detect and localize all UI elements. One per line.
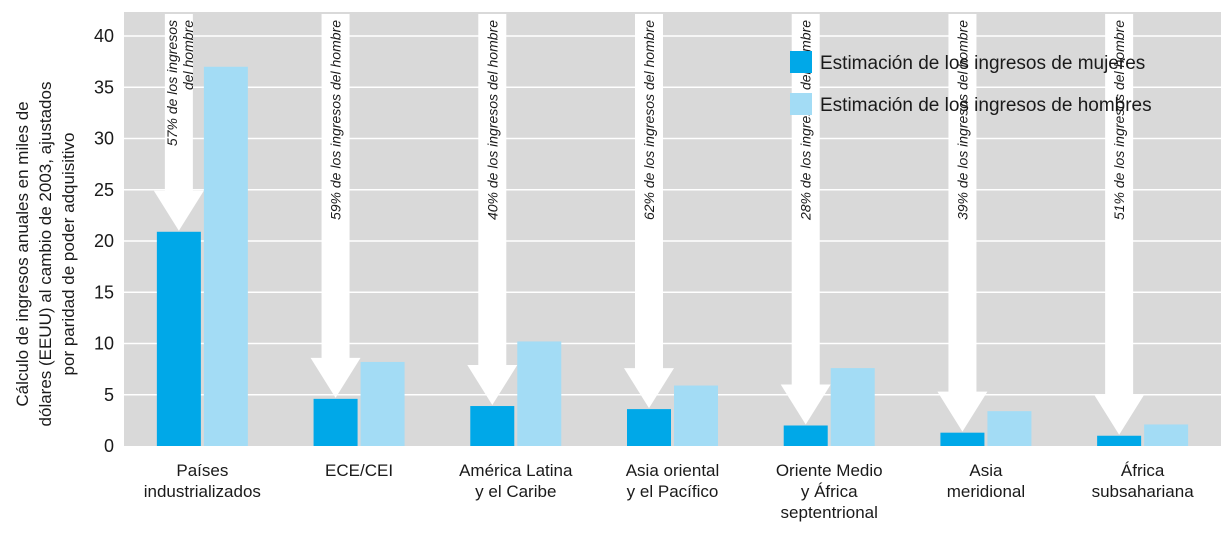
bar-women (313, 398, 358, 446)
bars (156, 66, 1189, 446)
category-label: África (1121, 461, 1165, 480)
annotation-arrow (1094, 14, 1145, 435)
y-axis-label-line: Cálculo de ingresos anuales en miles de (13, 101, 32, 406)
category-label: subsahariana (1092, 482, 1195, 501)
annotation-arrow (937, 14, 988, 432)
annotation-text: del hombre (180, 20, 196, 90)
category-label: y el Caribe (475, 482, 556, 501)
annotation-arrow (153, 14, 204, 231)
legend-label: Estimación de los ingresos de mujeres (820, 53, 1145, 74)
bar-women (627, 409, 671, 446)
category-label: septentrional (781, 503, 878, 522)
y-tick-label: 0 (104, 436, 114, 456)
annotation-arrow (624, 14, 674, 409)
gridlines (124, 35, 1221, 396)
bar-men (360, 361, 405, 446)
bar-men (674, 385, 718, 446)
category-label: América Latina (459, 461, 573, 480)
y-tick-label: 20 (94, 231, 114, 251)
y-tick-label: 30 (94, 129, 114, 149)
bar-men (987, 411, 1032, 446)
plot-area (124, 12, 1221, 446)
y-axis-label: Cálculo de ingresos anuales en miles de d… (13, 82, 78, 427)
legend-swatch (790, 51, 812, 73)
legend: Estimación de los ingresos de mujeres Est… (790, 51, 1152, 116)
bar-women (470, 406, 515, 446)
bar-women (1097, 435, 1142, 446)
category-label: y el Pacífico (627, 482, 719, 501)
bar-men (517, 341, 562, 446)
category-label: y África (801, 482, 858, 501)
annotation-text: 57% de los ingresos (164, 20, 180, 146)
annotation-text: 39% de los ingresos del hombre (954, 20, 970, 220)
y-axis-label-line: dólares (EEUU) al cambio de 2003, ajusta… (36, 82, 55, 427)
category-label: Asia (969, 461, 1003, 480)
y-tick-label: 10 (94, 334, 114, 354)
y-axis-label-line: por paridad de poder adquisitivo (59, 133, 78, 376)
bar-women (156, 231, 201, 446)
category-label: Asia oriental (626, 461, 720, 480)
annotation-text: 51% de los ingresos del hombre (1111, 20, 1127, 220)
y-tick-label: 5 (104, 385, 114, 405)
annotation-arrow (310, 14, 361, 398)
bar-men (830, 368, 875, 446)
legend-label: Estimación de los ingresos de hombres (820, 95, 1152, 116)
annotation-text: 28% de los ingresos del hombre (798, 20, 814, 221)
annotation-arrow (780, 14, 831, 425)
bar-women (783, 425, 828, 446)
category-label: Países (176, 461, 228, 480)
y-tick-label: 40 (94, 26, 114, 46)
y-tick-label: 15 (94, 282, 114, 302)
annotation-arrow (467, 14, 518, 406)
category-label: Oriente Medio (776, 461, 883, 480)
bar-men (203, 66, 248, 446)
annotation-arrows (153, 14, 1145, 435)
annotation-text: 62% de los ingresos del hombre (641, 20, 657, 220)
legend-swatch (790, 93, 812, 115)
category-label: industrializados (144, 482, 261, 501)
annotation-text: 40% de los ingresos del hombre (484, 20, 500, 220)
x-axis-categories: Países industrializados ECE/CEI América Lat… (144, 461, 1194, 522)
y-tick-label: 35 (94, 77, 114, 97)
y-axis-ticks: 0 5 10 15 20 25 30 35 40 (94, 26, 114, 456)
bar-men (1144, 424, 1189, 446)
annotation-text: 59% de los ingresos del hombre (328, 20, 344, 220)
bar-women (940, 432, 985, 446)
category-label: meridional (947, 482, 1025, 501)
category-label: ECE/CEI (325, 461, 393, 480)
y-tick-label: 25 (94, 180, 114, 200)
